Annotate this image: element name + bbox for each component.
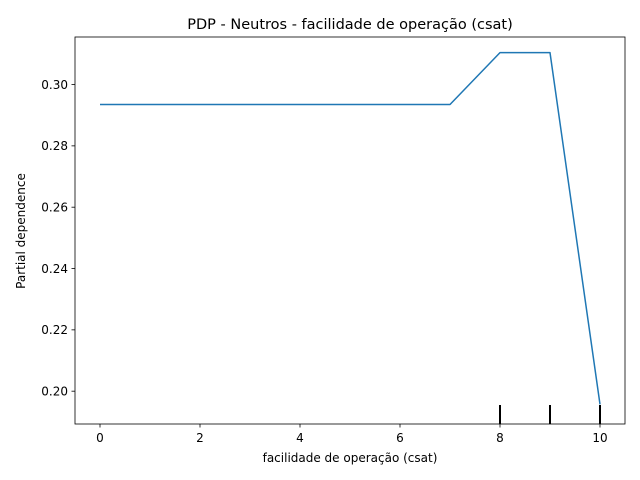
y-tick-label-2: 0.24 <box>41 262 68 276</box>
y-tick-label-4: 0.28 <box>41 139 68 153</box>
x-tick-label-5: 10 <box>592 431 607 445</box>
x-tick-label-2: 4 <box>296 431 304 445</box>
x-tick-label-0: 0 <box>96 431 104 445</box>
x-axis-label: facilidade de operação (csat) <box>263 451 438 465</box>
x-tick-label-4: 8 <box>496 431 504 445</box>
plot-area: 0 2 4 6 8 10 0.20 0.22 0.24 0.26 0.28 0.30 <box>41 36 626 445</box>
axes-frame <box>74 36 626 425</box>
y-axis-label: Partial dependence <box>14 173 28 289</box>
x-tick-label-1: 2 <box>196 431 204 445</box>
y-tick-label-3: 0.26 <box>41 200 68 214</box>
chart-title: PDP - Neutros - facilidade de operação (… <box>187 17 512 33</box>
x-tick-label-3: 6 <box>396 431 404 445</box>
y-tick-label-5: 0.30 <box>41 78 68 92</box>
y-tick-label-1: 0.22 <box>41 323 68 337</box>
series-line-0 <box>100 51 601 405</box>
y-tick-label-0: 0.20 <box>41 384 68 398</box>
